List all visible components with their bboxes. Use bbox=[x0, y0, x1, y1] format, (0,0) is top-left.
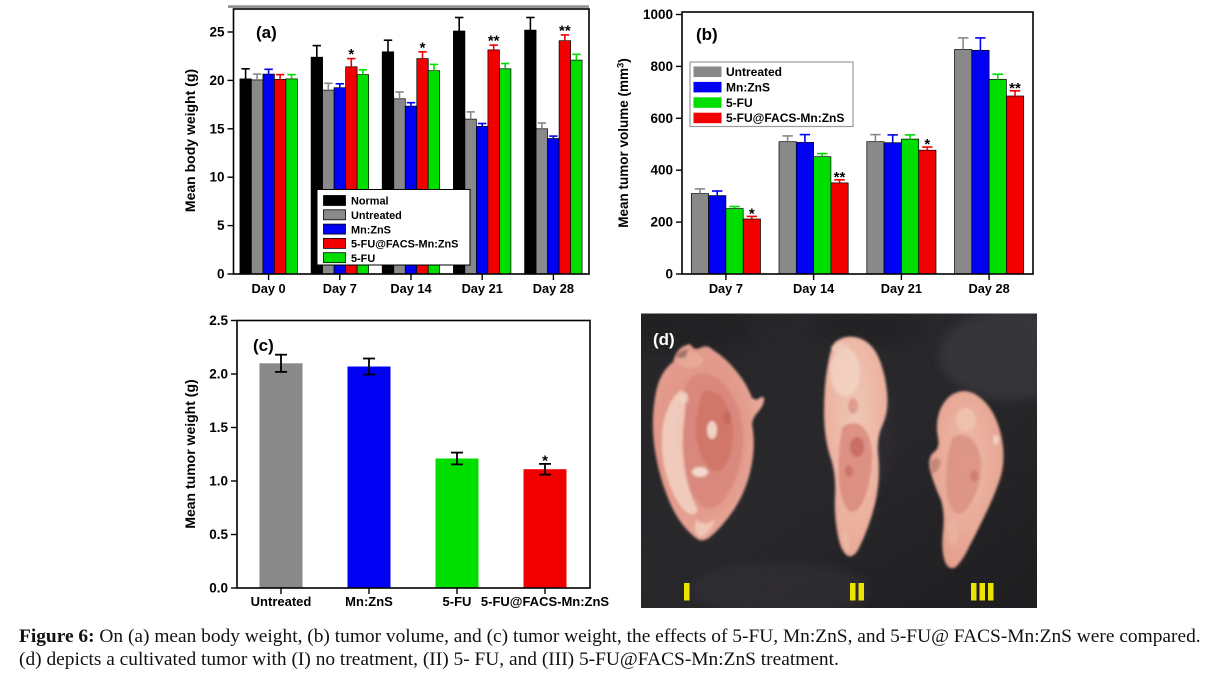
svg-text:15: 15 bbox=[209, 121, 225, 136]
svg-text:**: ** bbox=[834, 169, 846, 186]
svg-text:0: 0 bbox=[665, 267, 673, 282]
svg-text:*: * bbox=[924, 136, 930, 153]
svg-text:*: * bbox=[348, 46, 354, 63]
svg-text:5-FU: 5-FU bbox=[443, 594, 472, 609]
svg-text:Day 0: Day 0 bbox=[252, 281, 286, 296]
svg-text:(c): (c) bbox=[253, 336, 274, 355]
svg-text:(a): (a) bbox=[256, 23, 277, 42]
svg-text:10: 10 bbox=[209, 170, 224, 185]
svg-text:Normal: Normal bbox=[351, 196, 389, 208]
svg-text:Untreated: Untreated bbox=[251, 594, 312, 609]
svg-text:1.0: 1.0 bbox=[209, 474, 228, 489]
svg-text:*: * bbox=[420, 39, 426, 56]
svg-text:Mn:ZnS: Mn:ZnS bbox=[726, 80, 770, 94]
svg-text:Untreated: Untreated bbox=[726, 65, 782, 79]
svg-text:*: * bbox=[542, 452, 548, 469]
svg-text:5-FU: 5-FU bbox=[726, 96, 753, 110]
svg-text:Mn:ZnS: Mn:ZnS bbox=[351, 224, 391, 236]
svg-text:Day 7: Day 7 bbox=[323, 281, 357, 296]
svg-text:Day 28: Day 28 bbox=[533, 281, 574, 296]
svg-text:0: 0 bbox=[217, 267, 225, 282]
svg-text:(b): (b) bbox=[696, 25, 718, 44]
svg-text:400: 400 bbox=[650, 163, 673, 178]
svg-text:2.0: 2.0 bbox=[209, 367, 228, 382]
svg-text:5: 5 bbox=[217, 218, 225, 233]
svg-text:Day 21: Day 21 bbox=[881, 281, 922, 296]
svg-text:2.5: 2.5 bbox=[209, 313, 228, 328]
svg-text:25: 25 bbox=[209, 25, 225, 40]
svg-text:20: 20 bbox=[209, 73, 224, 88]
svg-text:Untreated: Untreated bbox=[351, 210, 402, 222]
svg-text:0.0: 0.0 bbox=[209, 581, 228, 596]
svg-text:**: ** bbox=[488, 33, 500, 50]
svg-text:*: * bbox=[749, 205, 755, 222]
svg-text:Day 28: Day 28 bbox=[968, 281, 1009, 296]
svg-text:Day 7: Day 7 bbox=[709, 281, 743, 296]
svg-text:800: 800 bbox=[650, 59, 673, 74]
svg-text:**: ** bbox=[1009, 80, 1021, 97]
svg-text:5-FU@FACS-Mn:ZnS: 5-FU@FACS-Mn:ZnS bbox=[726, 111, 844, 125]
svg-text:Day 14: Day 14 bbox=[793, 281, 835, 296]
svg-text:Day 21: Day 21 bbox=[462, 281, 503, 296]
svg-text:1.5: 1.5 bbox=[209, 420, 228, 435]
svg-text:5-FU@FACS-Mn:ZnS: 5-FU@FACS-Mn:ZnS bbox=[481, 594, 610, 609]
svg-text:600: 600 bbox=[650, 111, 673, 126]
svg-text:Day 14: Day 14 bbox=[390, 281, 432, 296]
svg-text:200: 200 bbox=[650, 215, 673, 230]
svg-text:(d): (d) bbox=[653, 330, 675, 349]
svg-text:Mean tumor weight (g): Mean tumor weight (g) bbox=[182, 379, 198, 528]
svg-text:Mean tumor volume (mm3): Mean tumor volume (mm3) bbox=[616, 58, 632, 228]
svg-text:5-FU@FACS-Mn:ZnS: 5-FU@FACS-Mn:ZnS bbox=[351, 239, 458, 251]
svg-text:Mn:ZnS: Mn:ZnS bbox=[345, 594, 393, 609]
svg-text:0.5: 0.5 bbox=[209, 527, 228, 542]
svg-text:Mean body weight (g): Mean body weight (g) bbox=[182, 69, 198, 212]
svg-text:1000: 1000 bbox=[643, 7, 673, 22]
svg-text:**: ** bbox=[559, 22, 571, 39]
svg-text:5-FU: 5-FU bbox=[351, 253, 375, 265]
